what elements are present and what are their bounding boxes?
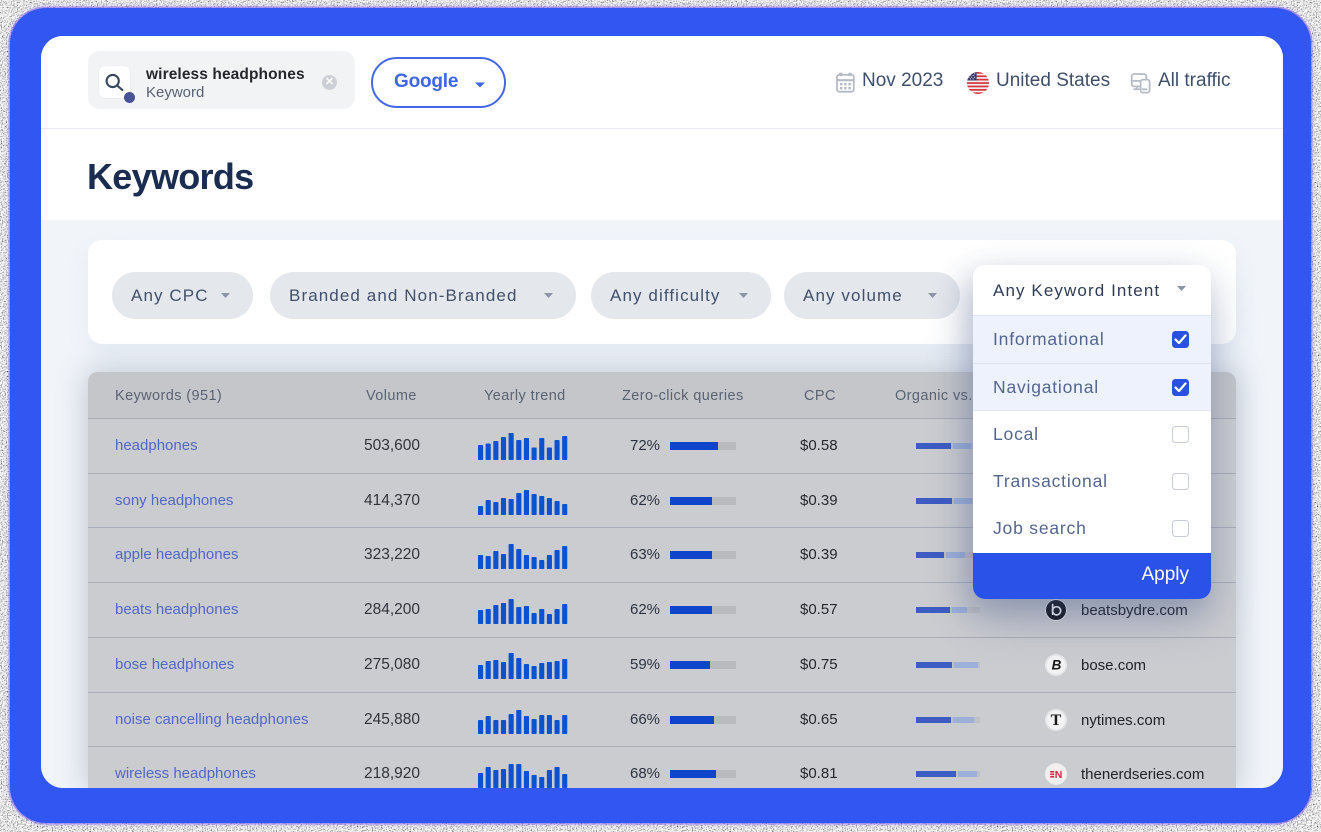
svg-text:B: B: [1052, 657, 1062, 672]
svg-text:T: T: [1051, 712, 1062, 729]
svg-text:N: N: [1055, 769, 1063, 781]
